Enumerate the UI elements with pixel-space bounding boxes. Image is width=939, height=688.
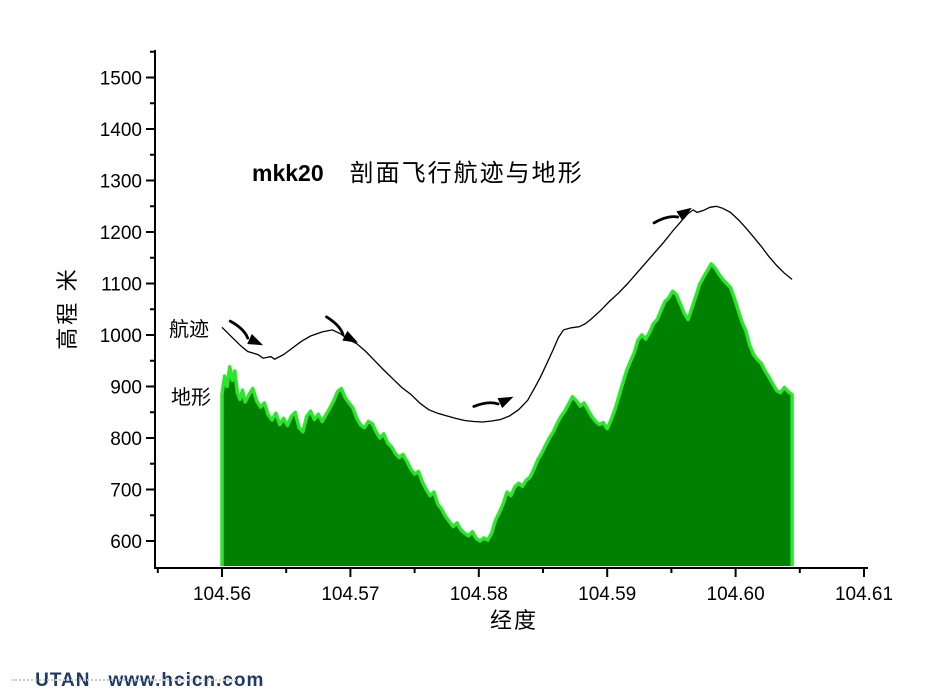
terrain-area [222,263,793,566]
y-tick-label: 800 [110,429,142,450]
direction-arrow-tail [472,401,500,408]
footer: UTAN www.hcicn.com [10,648,264,688]
footer-underline [12,679,236,681]
axis-frame [154,50,868,569]
x-axis-title: 经度 [489,608,539,633]
x-tick-label: 104.58 [450,584,508,605]
chart-title: mkk20 剖面飞行航迹与地形 [252,153,584,188]
direction-arrow-tail [228,319,250,340]
direction-arrow-tail [325,315,345,337]
y-axis-title: 高程 米 [55,266,80,350]
x-tick-label: 104.57 [321,584,379,605]
direction-arrow-icon [497,396,514,409]
y-tick-label: 600 [110,532,142,553]
x-tick-label: 104.61 [835,584,893,605]
direction-arrow-icon [676,207,692,221]
terrain-label: 地形 [171,387,211,409]
chart-title-text: 剖面飞行航迹与地形 [349,161,584,187]
y-tick-label: 1000 [100,326,142,347]
flight-path-label: 航迹 [169,319,209,341]
y-tick-label: 1400 [100,120,142,141]
dataset-id: mkk20 [252,160,324,186]
x-tick-label: 104.60 [707,584,765,605]
y-tick-label: 1300 [100,172,142,193]
y-tick-label: 700 [110,481,142,502]
x-tick-label: 104.59 [578,584,636,605]
x-tick-label: 104.56 [193,584,251,605]
direction-arrow-icon [342,330,359,343]
y-tick-label: 1500 [100,69,142,90]
direction-arrow-icon [247,333,264,346]
direction-arrow-tail [652,215,680,225]
terrain-outline [220,262,794,567]
y-tick-label: 1200 [100,223,142,244]
y-tick-label: 1100 [101,275,142,296]
flight-path-line [221,205,793,423]
y-tick-label: 900 [110,378,142,399]
